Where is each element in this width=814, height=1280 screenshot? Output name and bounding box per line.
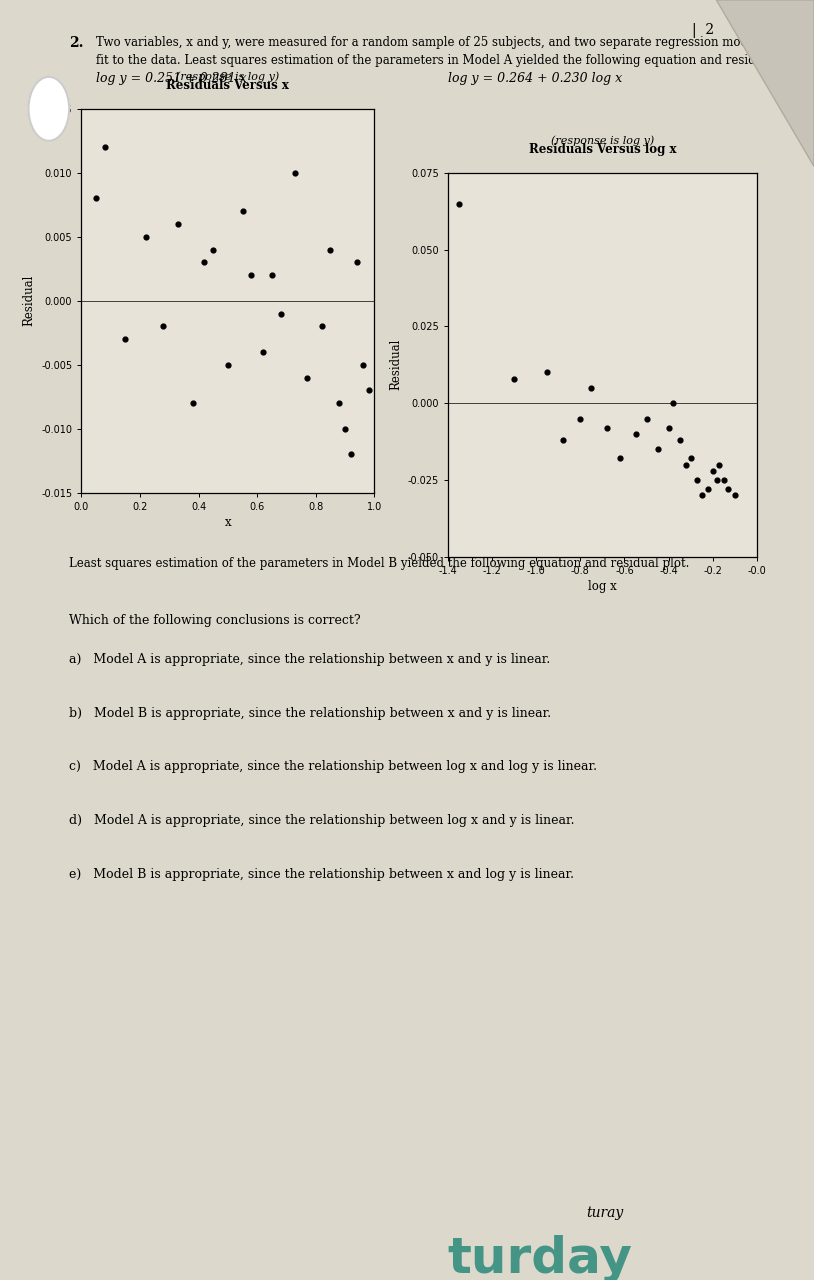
Point	[711, 470, 724, 490]
Text: b)   Model B is appropriate, since the relationship between x and y is linear.: b) Model B is appropriate, since the rel…	[69, 707, 551, 719]
Point	[707, 461, 720, 481]
Point	[640, 408, 653, 429]
Point	[350, 252, 363, 273]
Text: 2.: 2.	[69, 36, 84, 50]
Point	[717, 470, 730, 490]
Point	[556, 430, 569, 451]
Text: (response is log y): (response is log y)	[177, 72, 279, 82]
Point	[139, 227, 152, 247]
Title: Residuals Versus x: Residuals Versus x	[167, 79, 289, 92]
Point	[265, 265, 278, 285]
Point	[236, 201, 249, 221]
Text: log y = 0.264 + 0.230 log x: log y = 0.264 + 0.230 log x	[448, 72, 622, 84]
Point	[667, 393, 680, 413]
Point	[207, 239, 220, 260]
Point	[333, 393, 346, 413]
Y-axis label: Residual: Residual	[389, 339, 402, 390]
Point	[339, 419, 352, 439]
Text: e)   Model B is appropriate, since the relationship between x and log y is linea: e) Model B is appropriate, since the rel…	[69, 868, 574, 881]
Point	[289, 163, 302, 183]
Point	[186, 393, 199, 413]
Text: c)   Model A is appropriate, since the relationship between log x and log y is l: c) Model A is appropriate, since the rel…	[69, 760, 597, 773]
X-axis label: log x: log x	[588, 580, 617, 593]
Point	[540, 362, 554, 383]
Point	[172, 214, 185, 234]
Point	[357, 355, 370, 375]
Text: turay: turay	[586, 1206, 624, 1220]
Point	[157, 316, 170, 337]
Point	[584, 378, 597, 398]
Text: |  2: | 2	[692, 23, 714, 38]
Point	[662, 417, 675, 438]
Point	[722, 479, 735, 499]
Point	[702, 479, 715, 499]
Point	[685, 448, 698, 468]
Point	[245, 265, 258, 285]
Point	[600, 417, 613, 438]
Y-axis label: Residual: Residual	[23, 275, 36, 326]
Point	[300, 367, 313, 388]
Point	[90, 188, 103, 209]
Point	[614, 448, 627, 468]
Point	[198, 252, 211, 273]
Text: Least squares estimation of the parameters in Model B yielded the following equa: Least squares estimation of the paramete…	[69, 557, 689, 570]
Text: (response is log y): (response is log y)	[551, 136, 654, 146]
Point	[574, 408, 587, 429]
Point	[315, 316, 328, 337]
Text: fit to the data. Least squares estimation of the parameters in Model A yielded t: fit to the data. Least squares estimatio…	[96, 54, 804, 67]
Point	[729, 485, 742, 506]
Point	[98, 137, 112, 157]
Text: log y = 0.251 + 0.281 x: log y = 0.251 + 0.281 x	[96, 72, 247, 84]
Point	[344, 444, 357, 465]
Point	[673, 430, 686, 451]
Point	[256, 342, 269, 362]
Text: Which of the following conclusions is correct?: Which of the following conclusions is co…	[69, 614, 361, 627]
X-axis label: x: x	[225, 516, 231, 529]
Point	[651, 439, 664, 460]
Point	[119, 329, 132, 349]
Point	[507, 369, 520, 389]
Point	[680, 454, 693, 475]
Point	[324, 239, 337, 260]
Point	[629, 424, 642, 444]
Point	[362, 380, 375, 401]
Text: d)   Model A is appropriate, since the relationship between log x and y is linea: d) Model A is appropriate, since the rel…	[69, 814, 575, 827]
Text: Two variables, x and y, were measured for a random sample of 25 subjects, and tw: Two variables, x and y, were measured fo…	[96, 36, 799, 49]
Point	[695, 485, 708, 506]
Point	[691, 470, 704, 490]
Text: turday: turday	[448, 1235, 632, 1280]
Point	[713, 454, 726, 475]
Title: Residuals Versus log x: Residuals Versus log x	[528, 143, 676, 156]
Point	[221, 355, 234, 375]
Point	[453, 193, 466, 214]
Text: a)   Model A is appropriate, since the relationship between x and y is linear.: a) Model A is appropriate, since the rel…	[69, 653, 550, 666]
Point	[274, 303, 287, 324]
